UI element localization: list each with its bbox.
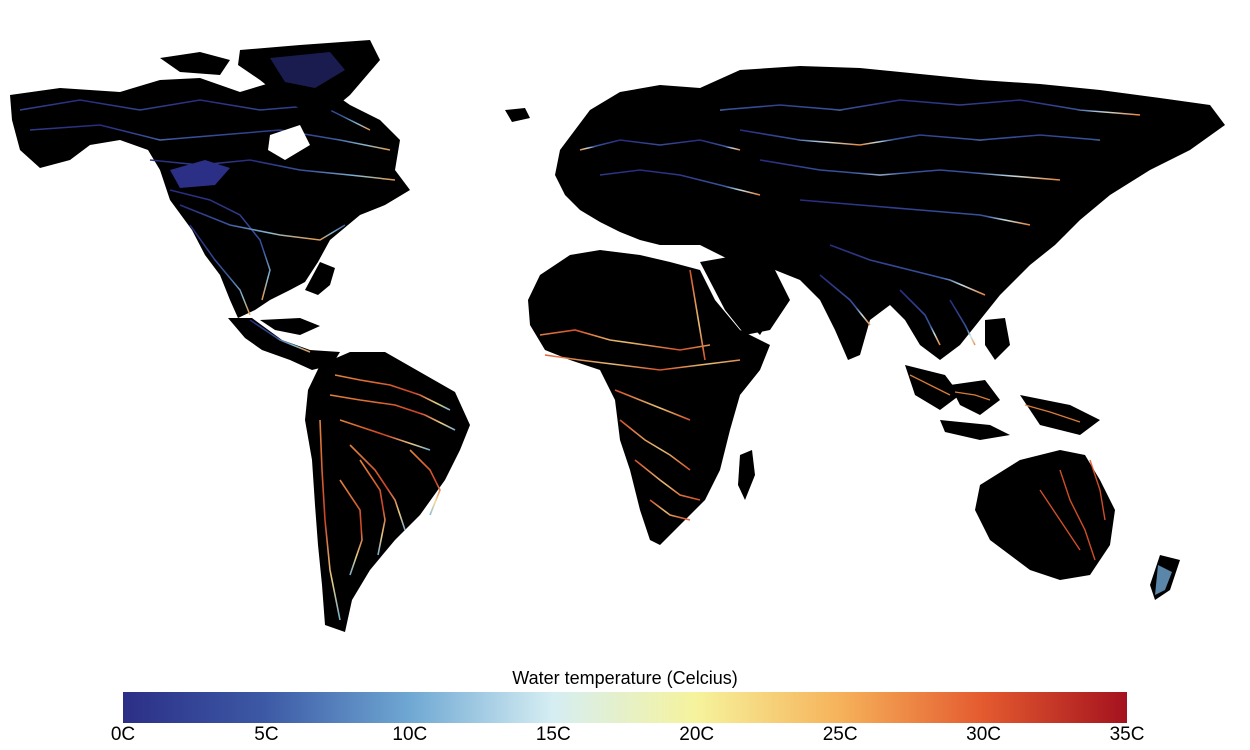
north-america (10, 78, 410, 370)
south-america (305, 352, 470, 632)
australia-rivers (1039, 459, 1106, 561)
australia (975, 450, 1180, 600)
color-scale-bar (123, 692, 1127, 723)
southeast-asia-islands (905, 318, 1100, 440)
africa (528, 250, 770, 545)
color-scale-ticks: 0C 5C 10C 15C 20C 25C 30C 35C (111, 724, 1145, 750)
south-america-rivers (319, 374, 456, 621)
africa-rivers (539, 269, 741, 521)
legend-title: Water temperature (Celcius) (512, 668, 738, 688)
japan (1035, 190, 1070, 250)
tick-label-30: 30C (966, 724, 1001, 745)
arctic-islands (160, 40, 530, 122)
tick-label-5: 5C (254, 724, 279, 745)
hudson-bay (268, 125, 310, 160)
tick-label-15: 15C (535, 724, 571, 745)
tick-label-35: 35C (1109, 724, 1145, 745)
new-zealand-rivers (1155, 565, 1172, 595)
world-map (10, 40, 1225, 632)
tick-label-0: 0C (110, 724, 136, 745)
arabian-peninsula (700, 255, 790, 335)
island-rivers (909, 374, 1081, 423)
tick-label-20: 20C (679, 724, 715, 745)
tick-label-10: 10C (392, 724, 428, 745)
tick-label-25: 25C (822, 724, 858, 745)
eurasia-rivers (579, 99, 1141, 346)
hudson-bay-region (170, 160, 230, 188)
